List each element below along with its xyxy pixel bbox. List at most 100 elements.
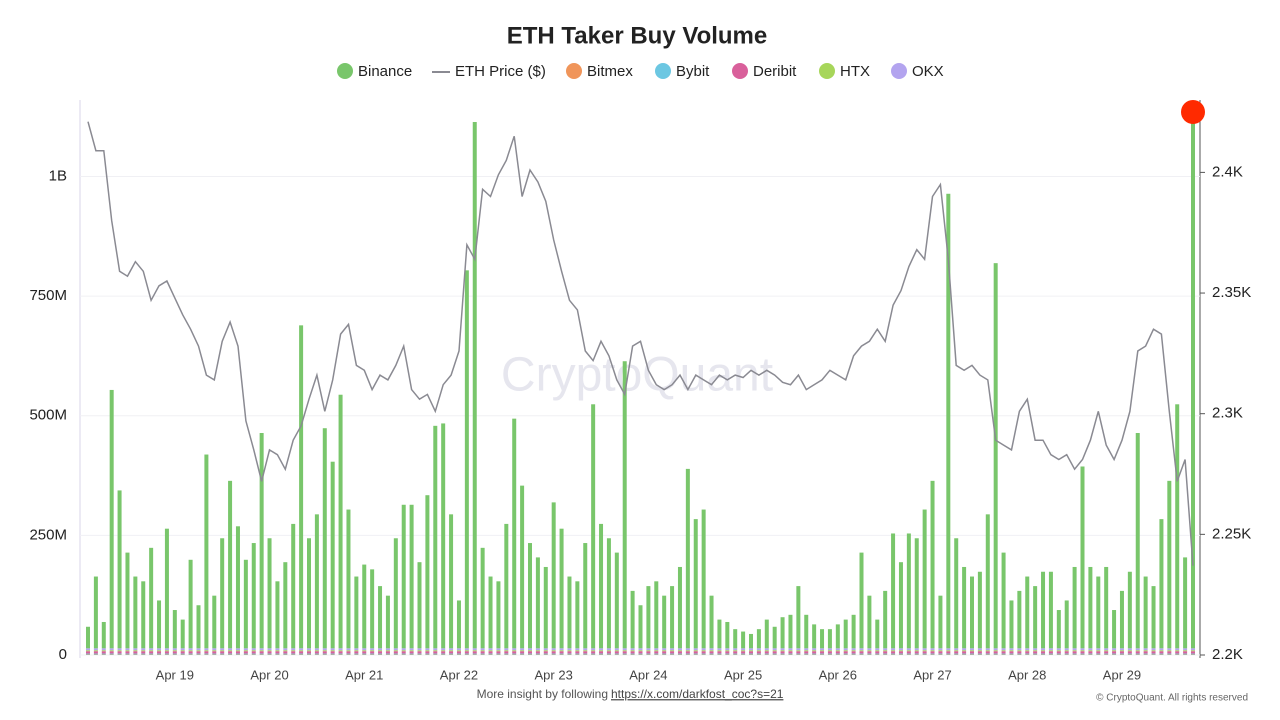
- bar: [930, 480, 935, 649]
- bar: [1056, 648, 1061, 651]
- bar: [512, 648, 517, 651]
- bar: [1025, 576, 1030, 649]
- bar: [835, 653, 840, 655]
- bar: [1017, 650, 1022, 652]
- bar: [180, 650, 185, 652]
- bar: [1033, 648, 1038, 651]
- x-tick-label: Apr 28: [1008, 667, 1046, 682]
- bar: [243, 650, 248, 652]
- bar: [441, 648, 446, 651]
- bar: [812, 648, 817, 651]
- y2-tick-label: 2.4K: [1212, 163, 1243, 180]
- bar: [1048, 653, 1053, 655]
- bar: [425, 648, 430, 651]
- bar: [1001, 552, 1006, 649]
- bar: [559, 648, 564, 651]
- bar: [670, 650, 675, 652]
- bar: [456, 650, 461, 652]
- bar: [480, 651, 485, 654]
- bar: [638, 648, 643, 651]
- bar: [993, 651, 998, 654]
- bar: [1048, 648, 1053, 651]
- bar: [370, 648, 375, 651]
- bar: [109, 389, 114, 649]
- x-tick-label: Apr 19: [156, 667, 194, 682]
- bar: [717, 650, 722, 652]
- bar: [385, 595, 390, 649]
- bar: [938, 651, 943, 654]
- bar: [101, 648, 106, 651]
- bar: [291, 648, 296, 651]
- bar: [220, 538, 225, 649]
- bar: [251, 650, 256, 652]
- bar: [654, 651, 659, 654]
- bar: [606, 650, 611, 652]
- bar: [614, 651, 619, 654]
- bar: [228, 648, 233, 651]
- bar: [1080, 651, 1085, 654]
- bar: [646, 653, 651, 655]
- bar: [504, 523, 509, 649]
- bar: [378, 586, 383, 649]
- bar: [307, 653, 311, 655]
- bar: [575, 651, 580, 654]
- bar: [827, 653, 832, 655]
- bar: [133, 653, 138, 655]
- bar: [614, 650, 619, 652]
- bar: [101, 621, 106, 649]
- bar: [1167, 653, 1172, 655]
- bar: [1175, 651, 1180, 654]
- bar: [962, 650, 967, 652]
- bar: [496, 653, 501, 655]
- bar: [906, 653, 911, 655]
- bar: [938, 648, 943, 651]
- bar: [606, 538, 611, 649]
- bar: [149, 648, 154, 651]
- latest-marker: [1181, 100, 1205, 124]
- bar: [307, 650, 311, 652]
- bar: [804, 648, 809, 651]
- footer-link[interactable]: https://x.com/darkfost_coc?s=21: [611, 687, 784, 701]
- bar: [756, 648, 761, 651]
- bar: [228, 650, 233, 652]
- bar: [141, 650, 146, 652]
- legend-dot: [655, 63, 671, 79]
- bar: [859, 650, 864, 652]
- bar: [677, 653, 682, 655]
- bar: [693, 648, 698, 651]
- bar: [575, 653, 580, 655]
- bar: [1175, 650, 1180, 652]
- bar: [86, 651, 90, 654]
- y-tick-label: 1B: [49, 168, 67, 185]
- bar: [512, 650, 517, 652]
- bar: [891, 533, 896, 649]
- bar: [1167, 648, 1172, 651]
- bar: [677, 566, 682, 649]
- bar: [354, 576, 359, 649]
- bar: [756, 653, 761, 655]
- bar: [291, 523, 296, 649]
- legend-dot: [566, 63, 582, 79]
- bar: [709, 648, 714, 651]
- bar: [693, 653, 698, 655]
- legend-label: Bitmex: [587, 63, 633, 80]
- bar: [401, 653, 406, 655]
- bar: [835, 648, 840, 651]
- bar: [1025, 651, 1030, 654]
- bar: [401, 648, 406, 651]
- bar: [764, 653, 769, 655]
- bar: [228, 480, 233, 649]
- bar: [1127, 571, 1132, 649]
- bar: [725, 651, 730, 654]
- bar: [551, 502, 556, 649]
- bar: [898, 651, 903, 654]
- bar: [733, 629, 738, 649]
- bar: [985, 514, 990, 649]
- bar: [1112, 648, 1117, 651]
- bar: [125, 552, 130, 649]
- bar: [188, 653, 193, 655]
- bar: [804, 653, 809, 655]
- bar: [243, 651, 248, 654]
- bar: [520, 651, 525, 654]
- bar: [662, 650, 667, 652]
